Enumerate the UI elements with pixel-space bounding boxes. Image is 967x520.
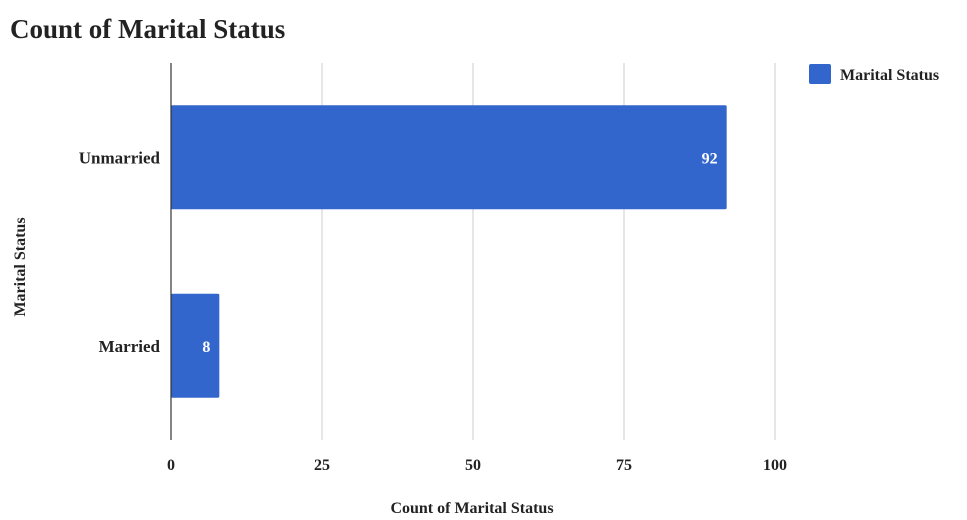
x-axis-ticks: 0 25 50 75 100 (167, 457, 787, 474)
y-category-label: Unmarried (79, 148, 161, 167)
bar-married (171, 293, 220, 398)
chart-title: Count of Marital Status (10, 14, 285, 44)
y-category-label: Married (99, 337, 161, 356)
x-tick-label: 0 (167, 457, 175, 474)
data-label: 92 (702, 150, 718, 167)
x-tick-label: 50 (465, 457, 481, 474)
x-tick-label: 25 (314, 457, 330, 474)
y-axis-title: Marital Status (12, 217, 29, 316)
x-axis-title: Count of Marital Status (390, 500, 553, 517)
bars: 92 8 (171, 105, 727, 398)
x-tick-label: 100 (763, 457, 787, 474)
legend-swatch (809, 64, 831, 84)
y-axis-categories: Unmarried Married (79, 148, 161, 356)
x-tick-label: 75 (616, 457, 632, 474)
bar-unmarried (171, 105, 727, 210)
legend: Marital Status (809, 64, 939, 84)
data-label: 8 (202, 339, 210, 356)
legend-label: Marital Status (840, 67, 939, 84)
